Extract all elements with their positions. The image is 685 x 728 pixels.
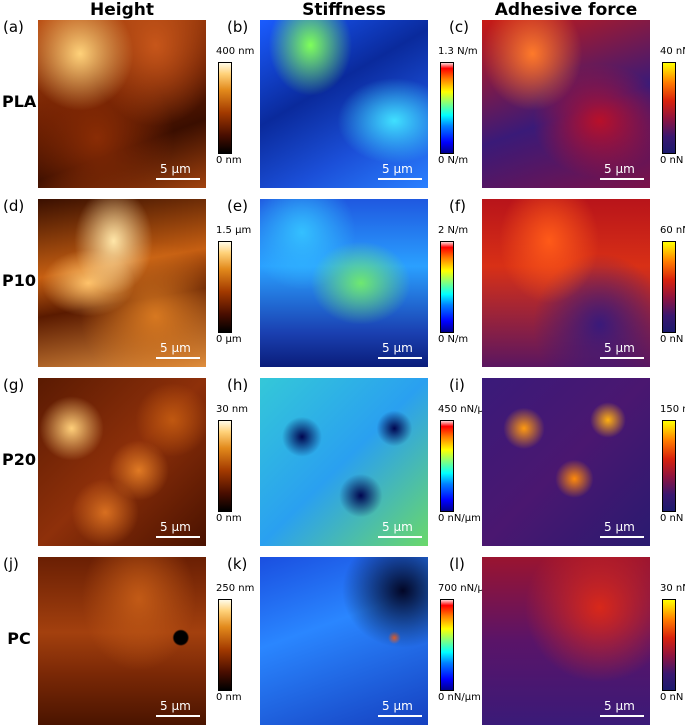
afm-map-stiffness-pc xyxy=(260,557,428,725)
scale-bar xyxy=(378,715,422,717)
afm-map-adhesive-force-p20 xyxy=(482,378,650,546)
row-label-pc: PC xyxy=(7,629,31,648)
afm-map-adhesive-force-p10 xyxy=(482,199,650,367)
colorbar-min-label: 0 nN xyxy=(660,513,684,524)
column-header-height: Height xyxy=(90,0,154,20)
row-label-p20: P20 xyxy=(2,450,36,469)
colorbar xyxy=(662,420,676,512)
scale-bar xyxy=(600,536,644,538)
afm-map-height-p10 xyxy=(38,199,206,367)
scale-bar-label: 5 µm xyxy=(604,341,635,355)
colorbar-max-label: 30 nm xyxy=(216,404,248,415)
colorbar-max-label: 30 nN xyxy=(660,583,685,594)
scale-bar xyxy=(156,178,200,180)
colorbar-max-label: 2 N/m xyxy=(438,225,469,236)
colorbar xyxy=(440,62,454,154)
scale-bar xyxy=(156,536,200,538)
row-label-p10: P10 xyxy=(2,271,36,290)
scale-bar-label: 5 µm xyxy=(382,520,413,534)
scale-bar-label: 5 µm xyxy=(382,162,413,176)
scale-bar-label: 5 µm xyxy=(160,162,191,176)
colorbar xyxy=(440,420,454,512)
afm-map-stiffness-p10 xyxy=(260,199,428,367)
colorbar-min-label: 0 nm xyxy=(216,155,242,166)
scale-bar xyxy=(600,715,644,717)
colorbar-max-label: 250 nm xyxy=(216,583,255,594)
scale-bar-label: 5 µm xyxy=(382,341,413,355)
panel-letter: (c) xyxy=(449,18,469,36)
colorbar-min-label: 0 nN xyxy=(660,692,684,703)
panel-letter: (e) xyxy=(227,197,248,215)
colorbar-min-label: 0 nN xyxy=(660,334,684,345)
panel-letter: (d) xyxy=(3,197,25,215)
colorbar-min-label: 0 nN/µm xyxy=(438,692,481,703)
panel-letter: (k) xyxy=(227,555,248,573)
scale-bar-label: 5 µm xyxy=(604,162,635,176)
colorbar-max-label: 400 nm xyxy=(216,46,255,57)
colorbar xyxy=(440,599,454,691)
afm-map-adhesive-force-pc xyxy=(482,557,650,725)
scale-bar-label: 5 µm xyxy=(160,520,191,534)
scale-bar xyxy=(600,178,644,180)
colorbar xyxy=(662,62,676,154)
colorbar-min-label: 0 nm xyxy=(216,513,242,524)
scale-bar-label: 5 µm xyxy=(160,699,191,713)
panel-letter: (g) xyxy=(3,376,25,394)
colorbar-max-label: 60 nN xyxy=(660,225,685,236)
scale-bar xyxy=(378,178,422,180)
scale-bar-label: 5 µm xyxy=(160,341,191,355)
row-label-pla: PLA xyxy=(2,92,37,111)
panel-letter: (f) xyxy=(449,197,466,215)
colorbar-max-label: 150 nN xyxy=(660,404,685,415)
colorbar-max-label: 450 nN/µm xyxy=(438,404,494,415)
scale-bar xyxy=(378,357,422,359)
colorbar-min-label: 0 N/m xyxy=(438,155,469,166)
colorbar-max-label: 1.5 µm xyxy=(216,225,252,236)
afm-map-stiffness-pla xyxy=(260,20,428,188)
panel-letter: (j) xyxy=(3,555,19,573)
panel-letter: (a) xyxy=(3,18,24,36)
colorbar-min-label: 0 µm xyxy=(216,334,242,345)
colorbar-min-label: 0 nN xyxy=(660,155,684,166)
scale-bar xyxy=(156,715,200,717)
colorbar-max-label: 40 nN xyxy=(660,46,685,57)
colorbar xyxy=(662,241,676,333)
colorbar-max-label: 700 nN/µm xyxy=(438,583,494,594)
colorbar xyxy=(662,599,676,691)
panel-letter: (i) xyxy=(449,376,465,394)
afm-map-height-p20 xyxy=(38,378,206,546)
afm-map-adhesive-force-pla xyxy=(482,20,650,188)
column-header-stiffness: Stiffness xyxy=(302,0,386,20)
panel-letter: (l) xyxy=(449,555,465,573)
scale-bar xyxy=(600,357,644,359)
colorbar-min-label: 0 nm xyxy=(216,692,242,703)
afm-map-stiffness-p20 xyxy=(260,378,428,546)
colorbar xyxy=(218,599,232,691)
colorbar xyxy=(218,62,232,154)
column-header-adhesive-force: Adhesive force xyxy=(494,0,638,20)
scale-bar xyxy=(156,357,200,359)
scale-bar-label: 5 µm xyxy=(604,520,635,534)
colorbar-max-label: 1.3 N/m xyxy=(438,46,478,57)
afm-map-height-pc xyxy=(38,557,206,725)
scale-bar-label: 5 µm xyxy=(604,699,635,713)
colorbar xyxy=(218,420,232,512)
colorbar-min-label: 0 nN/µm xyxy=(438,513,481,524)
colorbar xyxy=(218,241,232,333)
scale-bar-label: 5 µm xyxy=(382,699,413,713)
colorbar-min-label: 0 N/m xyxy=(438,334,469,345)
colorbar xyxy=(440,241,454,333)
scale-bar xyxy=(378,536,422,538)
afm-map-height-pla xyxy=(38,20,206,188)
panel-letter: (h) xyxy=(227,376,249,394)
panel-letter: (b) xyxy=(227,18,249,36)
